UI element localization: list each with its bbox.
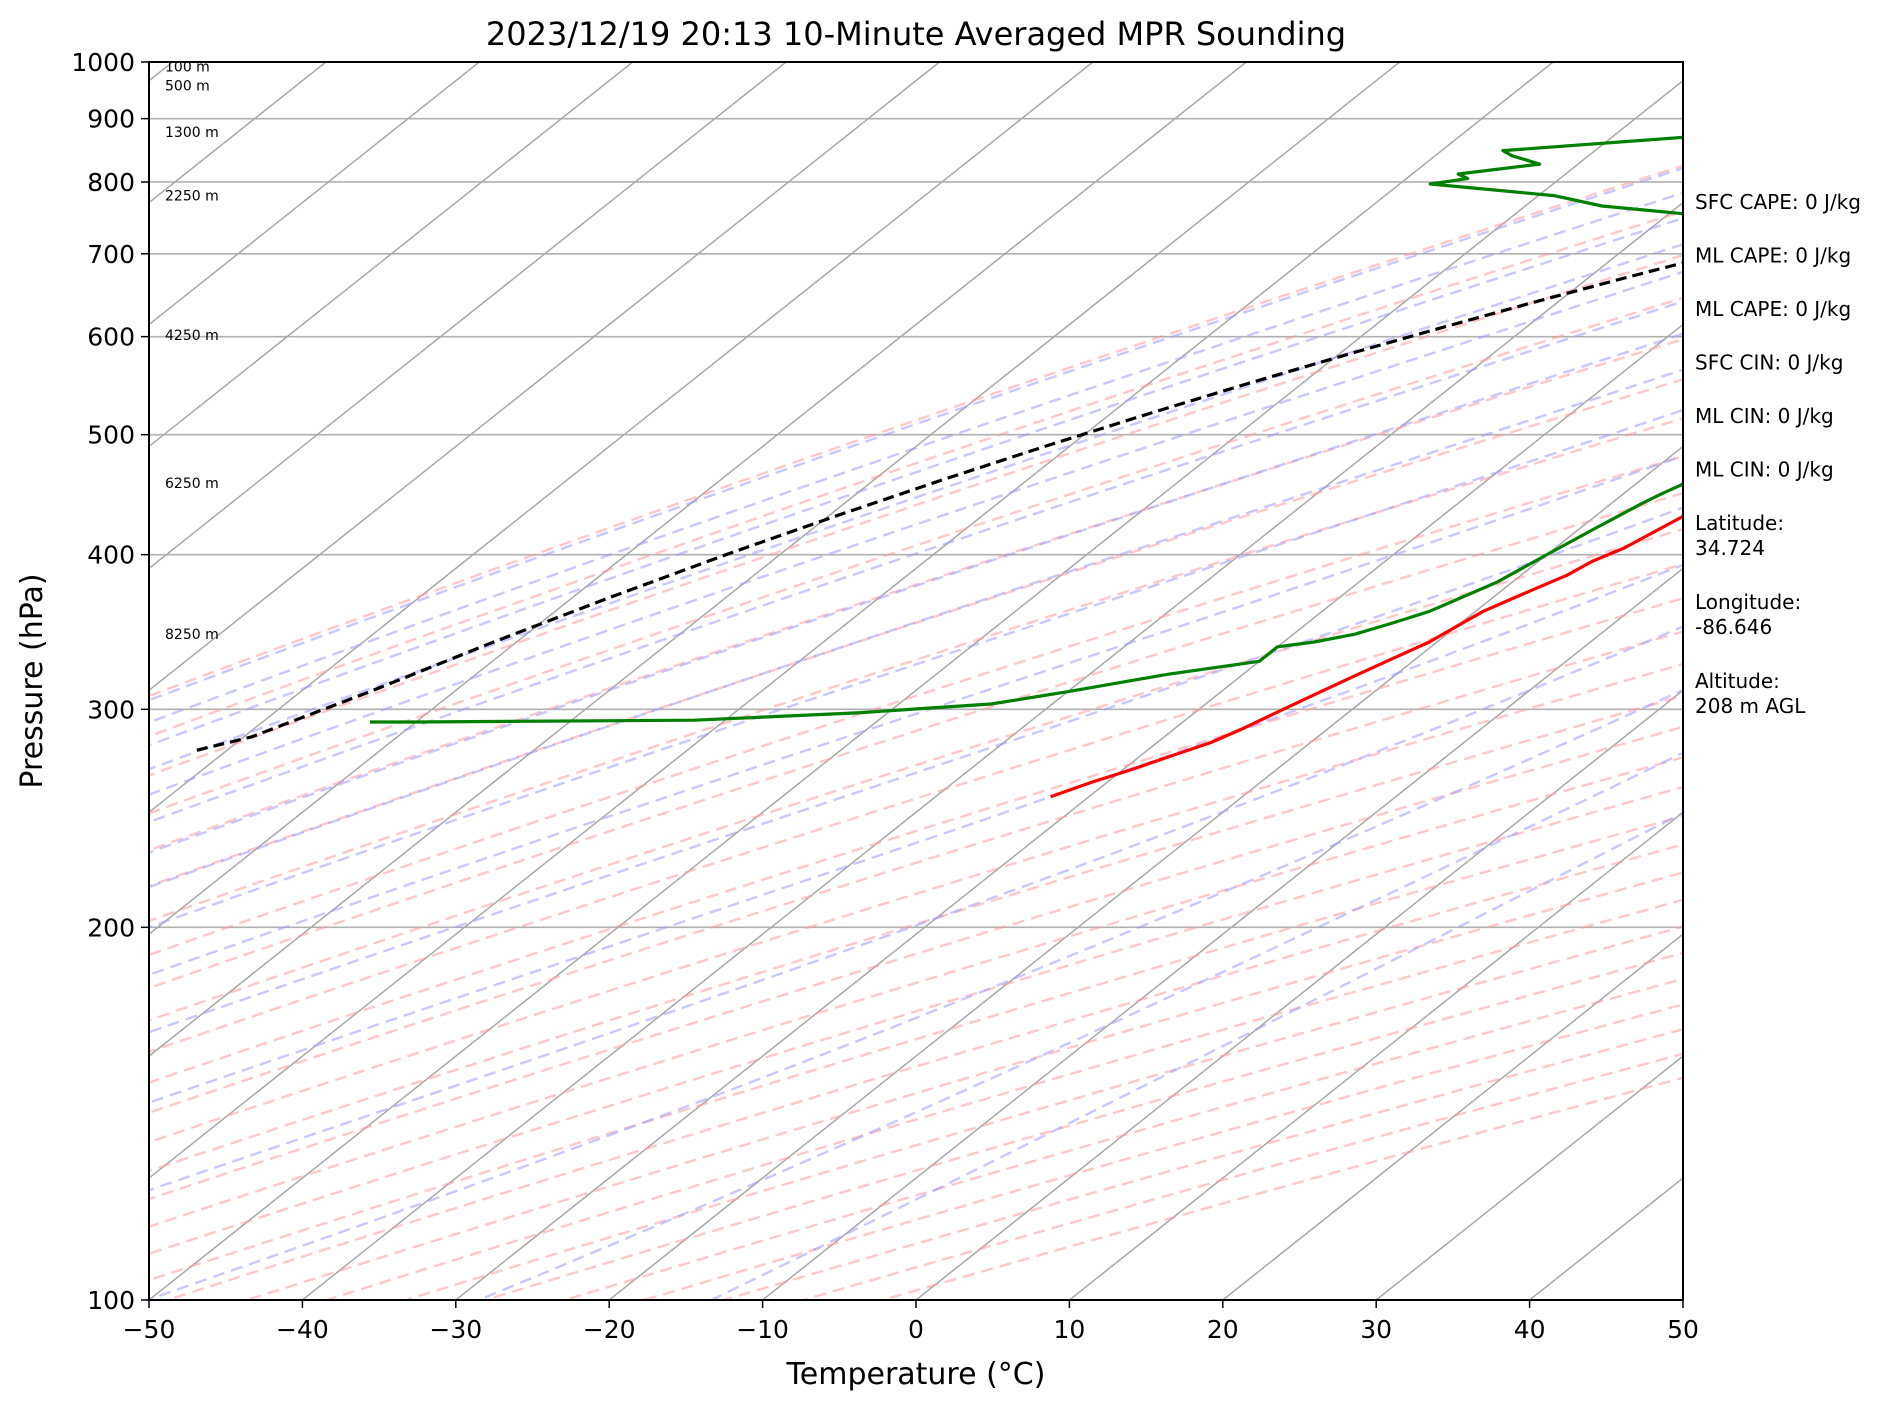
annotation-line: Altitude:	[1695, 669, 1780, 693]
annotation-line: ML CIN: 0 J/kg	[1695, 458, 1834, 482]
dry-adiabat-line	[149, 725, 1683, 1201]
x-tick-label: −10	[736, 1315, 789, 1344]
chart-title: 2023/12/19 20:13 10-Minute Averaged MPR …	[486, 15, 1346, 53]
annotation-line: -86.646	[1695, 615, 1772, 639]
annotation-text: ML CIN: 0 J/kg	[1695, 404, 1834, 428]
x-tick-label: 0	[908, 1315, 924, 1344]
annotation-text: SFC CIN: 0 J/kg	[1695, 351, 1843, 375]
moist-adiabat-line	[149, 408, 1683, 929]
temperature-line	[1050, 514, 1683, 799]
dry-adiabat-line	[149, 694, 1683, 1173]
x-tick-label: 50	[1667, 1315, 1699, 1344]
x-tick-label: 20	[1207, 1315, 1239, 1344]
x-tick-label: −20	[583, 1315, 636, 1344]
dry-adiabat-line	[149, 417, 1683, 923]
dry-adiabat-line	[149, 296, 1683, 815]
isotherm-line	[915, 689, 1683, 1300]
annotation-text: ML CIN: 0 J/kg	[1695, 458, 1834, 482]
y-tick-label: 600	[87, 323, 135, 352]
moist-adiabat-line	[149, 300, 1683, 824]
isotherm-line	[1222, 933, 1683, 1300]
dry-adiabat-line	[149, 337, 1683, 852]
annotation-text: SFC CAPE: 0 J/kg	[1695, 190, 1861, 214]
height-label: 100 m	[165, 59, 210, 75]
isotherm-line	[149, 79, 1683, 1300]
annotation-line: ML CAPE: 0 J/kg	[1695, 297, 1851, 321]
annotation-line: SFC CIN: 0 J/kg	[1695, 351, 1843, 375]
y-tick-label: 800	[87, 168, 135, 197]
moist-adiabat-line	[149, 270, 1683, 796]
annotation-text: Altitude: 208 m AGL	[1695, 669, 1806, 718]
y-tick-label: 100	[87, 1286, 135, 1315]
annotation-line: 208 m AGL	[1695, 694, 1806, 718]
isotherm-line	[149, 62, 1094, 814]
annotation-text: ML CAPE: 0 J/kg	[1695, 297, 1851, 321]
annotation-text: Longitude: -86.646	[1695, 590, 1801, 639]
height-label: 500 m	[165, 79, 210, 95]
isotherm-line	[149, 62, 480, 326]
y-tick-label: 700	[87, 240, 135, 269]
annotation-line: 34.724	[1695, 536, 1765, 560]
y-tick-label: 200	[87, 913, 135, 942]
isotherm-line	[455, 323, 1683, 1300]
dry-adiabat-line	[149, 785, 1683, 1255]
x-tick-label: 30	[1360, 1315, 1392, 1344]
x-axis-label: Temperature (°C)	[786, 1357, 1046, 1392]
annotation-text: Latitude: 34.724	[1695, 511, 1784, 560]
moist-adiabat-line	[149, 191, 1683, 724]
annotation-text: ML CAPE: 0 J/kg	[1695, 244, 1851, 268]
dry-adiabat-line	[149, 254, 1683, 777]
moist-adiabat-line	[149, 368, 1683, 889]
isotherm-line	[149, 62, 1247, 936]
grid-lines	[149, 62, 1683, 1300]
x-tick-label: −40	[276, 1315, 329, 1344]
isotherm-line	[149, 62, 1401, 1058]
isotherm-line	[762, 567, 1683, 1300]
isotherm-line	[1068, 811, 1683, 1300]
moist-adiabat-line	[149, 332, 1683, 854]
y-tick-label: 900	[87, 105, 135, 134]
annotation-line: Latitude:	[1695, 511, 1784, 535]
dry-adiabat-line	[149, 491, 1683, 990]
moist-adiabat-line	[149, 166, 1683, 702]
annotation-line: ML CIN: 0 J/kg	[1695, 404, 1834, 428]
moist-adiabat-line	[149, 563, 1683, 1104]
isotherm-line	[149, 62, 787, 570]
annotation-line: SFC CAPE: 0 J/kg	[1695, 190, 1861, 214]
isotherm-line	[608, 445, 1683, 1300]
x-tick-label: −30	[429, 1315, 482, 1344]
height-label: 8250 m	[165, 627, 219, 643]
y-tick-label: 300	[87, 695, 135, 724]
annotation-line: ML CAPE: 0 J/kg	[1695, 244, 1851, 268]
axis-ticks: −50 −40 −30 −20 −10 0 10 20 30 40 50 100 200 300 400 50…	[71, 48, 1699, 1344]
x-tick-label: −50	[123, 1315, 176, 1344]
isotherm-line	[149, 62, 940, 692]
height-label: 1300 m	[165, 125, 219, 141]
dewpoint-line	[369, 135, 1683, 724]
sounding-lines	[195, 135, 1683, 799]
height-labels: 8250 m 6250 m 4250 m 2250 m 1300 m 500 m 100 m	[165, 59, 219, 643]
y-tick-label: 1000	[71, 48, 135, 77]
isotherm-line	[301, 201, 1683, 1300]
isotherm-line	[149, 62, 1554, 1180]
height-label: 2250 m	[165, 189, 219, 205]
isotherm-line	[1375, 1055, 1683, 1300]
annotation-line: Longitude:	[1695, 590, 1801, 614]
dry-adiabat-line	[149, 562, 1683, 1054]
annotation-panel: SFC CAPE: 0 J/kg ML CAPE: 0 J/kg ML CAPE: …	[1695, 190, 1861, 718]
height-label: 6250 m	[165, 476, 219, 492]
dry-adiabat-line	[149, 662, 1683, 1144]
y-axis-label: Pressure (hPa)	[15, 573, 50, 788]
dry-adiabat-line	[149, 630, 1683, 1114]
y-tick-label: 400	[87, 541, 135, 570]
height-label: 4250 m	[165, 328, 219, 344]
y-tick-label: 500	[87, 421, 135, 450]
moist-adiabat-line	[149, 688, 1683, 1300]
plot-background	[149, 62, 1683, 1300]
isotherm-line	[149, 62, 634, 448]
x-tick-label: 10	[1053, 1315, 1085, 1344]
x-tick-label: 40	[1514, 1315, 1546, 1344]
